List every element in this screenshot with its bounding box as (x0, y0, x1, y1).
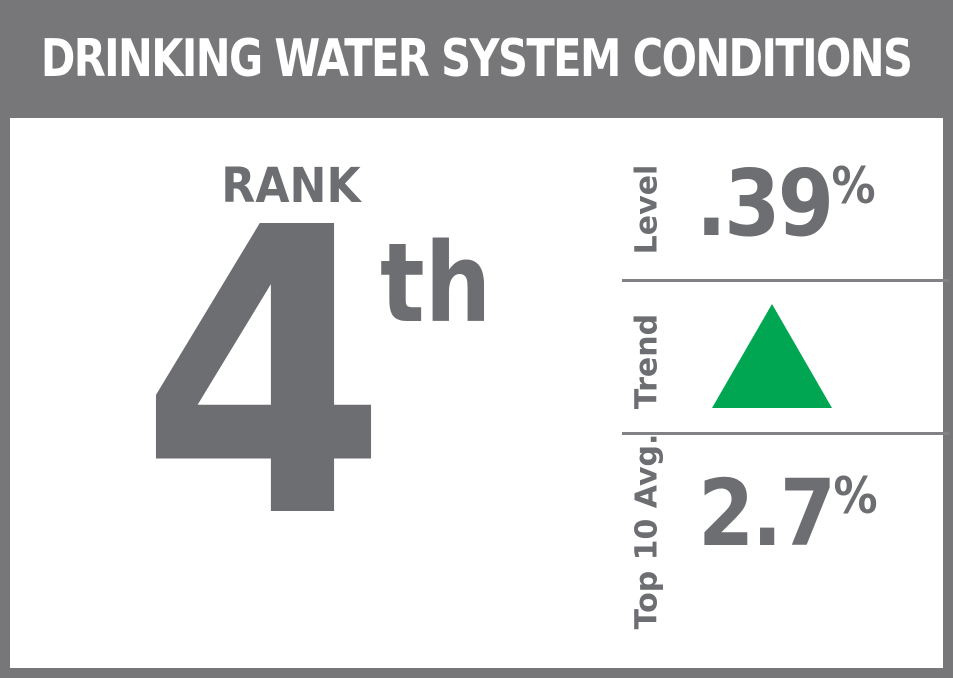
top10-number: 2.7 (698, 460, 836, 567)
level-value: .39% (696, 158, 876, 250)
header-bar: DRINKING WATER SYSTEM CONDITIONS (0, 0, 953, 118)
level-label: Level (629, 164, 665, 255)
rank-label: RANK (221, 158, 361, 214)
content-panel: RANK 4 th Level .39% Trend Top 10 Avg. 2… (10, 118, 949, 668)
divider-trend-top10 (622, 432, 949, 435)
top10-value: 2.7% (698, 468, 878, 560)
rank-suffix: th (380, 219, 492, 347)
page-title: DRINKING WATER SYSTEM CONDITIONS (41, 29, 913, 89)
up-triangle-icon (712, 304, 832, 408)
rank-number: 4 (140, 145, 388, 605)
trend-label: Trend (629, 313, 665, 410)
divider-level-trend (622, 279, 949, 282)
top10-label: Top 10 Avg. (629, 433, 665, 630)
top10-unit: % (833, 467, 878, 525)
level-unit: % (831, 157, 876, 215)
level-number: .39 (696, 150, 834, 257)
